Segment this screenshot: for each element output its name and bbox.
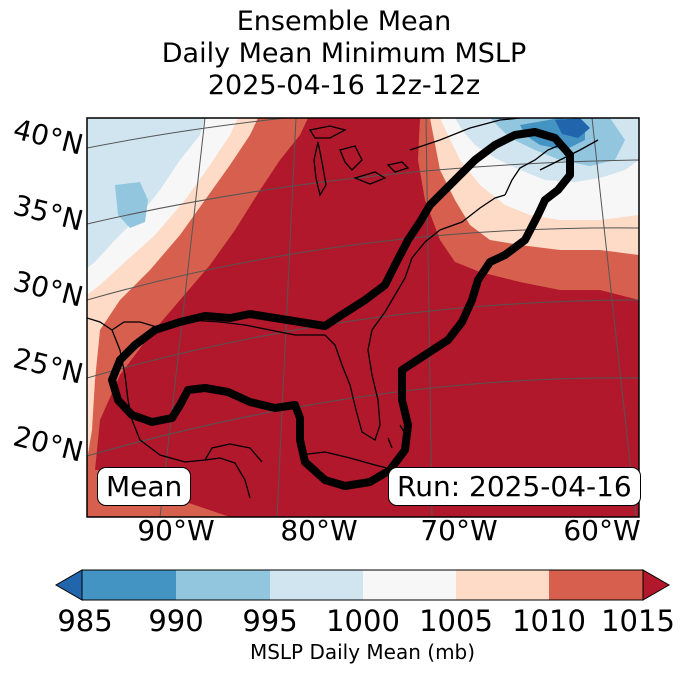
map-field (87, 118, 639, 517)
colorbar-under-extend (54, 569, 83, 601)
yucatan-coast (204, 443, 263, 463)
parallel-25n (87, 299, 639, 379)
ensemble-contour (108, 128, 574, 490)
parallel-20n (87, 377, 639, 457)
colorbar-bin-990 (176, 570, 270, 600)
map-frame (86, 117, 640, 518)
colorbar-bin-995 (270, 570, 363, 600)
colorbar-label: MSLP Daily Mean (mb) (249, 640, 476, 664)
pressure-band-995 (87, 118, 205, 268)
great-lakes-huron (339, 145, 363, 171)
lon-label-60w: 60°W (563, 514, 641, 547)
great-lakes-erie (353, 171, 387, 185)
colorbar-tick-1010: 1010 (512, 604, 586, 638)
meridian-60w (591, 118, 637, 517)
lon-label-90w: 90°W (137, 514, 215, 547)
colorbar-tick-1015: 1015 (601, 604, 675, 638)
new-england-coast (504, 144, 561, 196)
colorbar-tick-1000: 1000 (326, 604, 400, 638)
colorbar-tick-1005: 1005 (419, 604, 493, 638)
great-lakes-superior (308, 125, 347, 139)
pressure-band-990 (115, 182, 148, 228)
st-lawrence (409, 118, 521, 151)
title-line-1: Ensemble Mean (236, 6, 452, 37)
lon-label-80w: 80°W (280, 514, 358, 547)
title-line-2: Daily Mean Minimum MSLP (161, 38, 527, 69)
colorbar-bin-1000 (363, 570, 456, 600)
parallel-40n (87, 118, 291, 149)
mean-box: Mean (97, 467, 192, 506)
great-lakes-ontario (386, 161, 410, 173)
great-lakes-michigan (313, 141, 327, 197)
colorbar-over-extend (642, 569, 671, 601)
mexico-coast (111, 329, 251, 499)
colorbar-frame (81, 569, 644, 601)
colorbar (54, 569, 671, 601)
colorbar-bin-985 (82, 570, 176, 600)
run-date-box: Run: 2025-04-16 (388, 467, 641, 506)
colorbar-tick-995: 995 (242, 604, 298, 638)
title-line-3: 2025-04-16 12z-12z (207, 70, 481, 101)
colorbar-bin-1005 (456, 570, 549, 600)
colorbar-tick-985: 985 (57, 604, 113, 638)
meridian-70w (425, 118, 433, 517)
pressure-band-below-985 (555, 118, 590, 138)
parallel-30n (87, 227, 639, 301)
lon-label-70w: 70°W (420, 514, 498, 547)
colorbar-tick-990: 990 (148, 604, 204, 638)
parallel-35n (87, 159, 639, 225)
colorbar-bin-1010 (549, 570, 643, 600)
